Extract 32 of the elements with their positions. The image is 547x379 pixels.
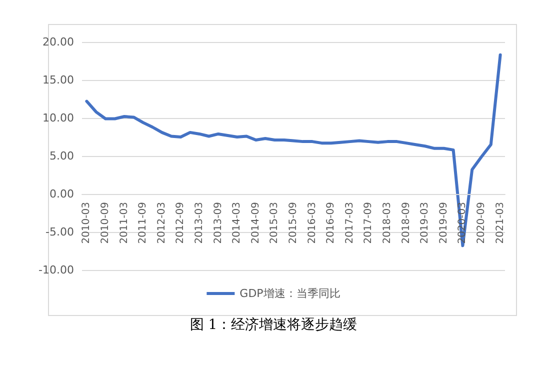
x-tick-label: 2018-09 <box>400 202 412 244</box>
x-tick-label: 2017-09 <box>363 202 374 244</box>
text: 图 1：经济增速将逐步趋缓 <box>188 316 358 334</box>
y-tick-label: -10.00 <box>38 264 74 276</box>
x-tick-label: 2015-03 <box>269 202 280 244</box>
x-tick-label: 2020-09 <box>476 202 487 244</box>
x-tick-label: 2013-03 <box>194 202 205 244</box>
x-tick-label: 2014-09 <box>250 202 262 244</box>
x-tick-label: 2015-09 <box>288 202 299 244</box>
y-tick-label: -5.00 <box>46 226 74 238</box>
y-tick-label: 0.00 <box>50 188 74 200</box>
x-tick-label: 2012-09 <box>175 202 186 244</box>
x-tick-label: 2020-03 <box>457 202 468 244</box>
x-tick-label: 2013-09 <box>212 202 224 244</box>
x-tick-label: 2019-09 <box>438 202 450 244</box>
y-tick-label: 10.00 <box>42 112 74 124</box>
x-tick-label: 2012-03 <box>156 202 168 244</box>
x-tick-label: 2010-03 <box>81 202 92 244</box>
x-tick-label: 2010-09 <box>100 202 111 244</box>
x-tick-label: 2014-03 <box>232 202 243 244</box>
y-tick-label: 20.00 <box>42 36 74 48</box>
x-tick-label: 2011-03 <box>118 202 130 244</box>
y-tick-label: 5.00 <box>50 150 74 162</box>
x-tick-label: 2017-03 <box>344 202 356 244</box>
y-tick-label: 15.00 <box>42 74 74 86</box>
x-tick-label: 2021-03 <box>494 202 506 244</box>
x-tick-label: 2018-03 <box>382 202 393 244</box>
legend-label: GDP增速：当季同比 <box>240 287 340 300</box>
x-tick-label: 2011-09 <box>138 202 149 244</box>
x-tick-label: 2016-03 <box>306 202 318 244</box>
x-tick-label: 2019-03 <box>420 202 431 244</box>
x-tick-label: 2016-09 <box>326 202 337 244</box>
